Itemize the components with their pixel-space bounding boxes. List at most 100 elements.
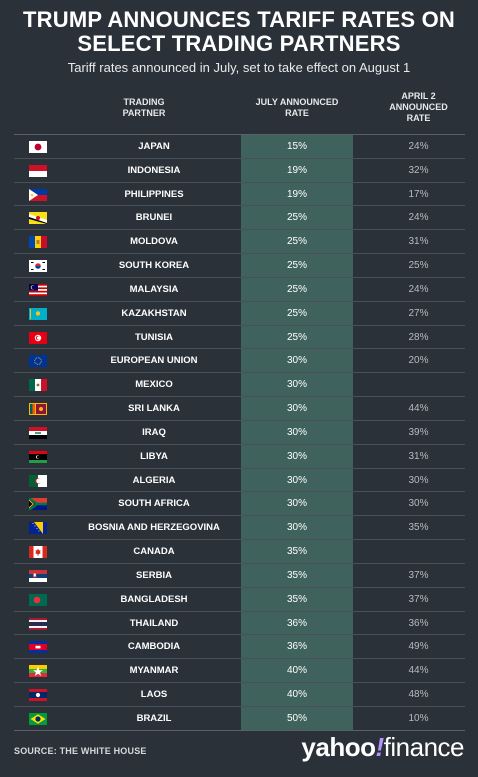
south-africa-flag-icon (29, 498, 47, 511)
chart-subtitle: Tariff rates announced in July, set to t… (67, 60, 411, 75)
country-name: BRAZIL (136, 712, 172, 724)
april-rate: 27% (408, 307, 429, 319)
title-line-2: SELECT TRADING PARTNERS (77, 31, 401, 56)
country-name: JAPAN (138, 141, 170, 152)
july-rate: 25% (286, 331, 307, 343)
cambodia-flag-icon (29, 641, 47, 654)
country-name: MEXICO (135, 379, 173, 391)
july-rate: 40% (286, 689, 307, 701)
april-rate: 28% (408, 331, 429, 343)
july-rate: 35% (286, 593, 307, 605)
july-rate: 30% (286, 426, 307, 438)
country-name: ALGERIA (132, 474, 176, 486)
april-rate: 24% (408, 141, 429, 152)
july-rate: 50% (286, 712, 307, 724)
south-korea-flag-icon (29, 260, 47, 273)
chart-title: TRUMP ANNOUNCES TARIFF RATES ON SELECT T… (0, 8, 478, 56)
algeria-flag-icon (29, 474, 47, 487)
header-trading-partner: TRADING PARTNER (84, 97, 204, 119)
july-rate: 19% (286, 164, 307, 176)
bangladesh-flag-icon (29, 593, 47, 606)
april-rate: 17% (408, 188, 429, 200)
country-name: BANGLADESH (120, 593, 188, 605)
table-row: CAMBODIA 36% 49% (14, 634, 465, 658)
source-note: SOURCE: THE WHITE HOUSE (14, 746, 147, 756)
philippines-flag-icon (29, 188, 47, 201)
serbia-flag-icon (29, 569, 47, 582)
header-july-rate: JULY ANNOUNCED RATE (241, 97, 353, 119)
july-rate: 30% (286, 355, 307, 367)
sri-lanka-flag-icon (29, 403, 47, 416)
header-april-line-3: RATE (406, 113, 431, 123)
april-rate: 31% (408, 450, 429, 462)
table-row: SOUTH KOREA 25% 25% (14, 253, 465, 277)
july-rate: 30% (286, 379, 307, 391)
table-row: THAILAND 36% 36% (14, 610, 465, 635)
july-rate: 19% (286, 188, 307, 200)
country-name: LIBYA (140, 450, 168, 462)
table-row: SOUTH AFRICA 30% 30% (14, 491, 465, 515)
malaysia-flag-icon (29, 283, 47, 296)
laos-flag-icon (29, 689, 47, 702)
country-name: MYANMAR (129, 665, 179, 677)
july-rate: 30% (286, 522, 307, 534)
country-name: INDONESIA (127, 164, 181, 176)
table-row: BRAZIL 50% 10% (14, 705, 465, 730)
april-rate: 30% (408, 474, 429, 486)
april-rate: 30% (408, 498, 429, 510)
april-rate: 20% (408, 355, 429, 367)
table-row: IRAQ 30% 39% (14, 419, 465, 444)
july-rate: 35% (286, 546, 307, 558)
country-name: TUNISIA (135, 331, 173, 343)
mexico-flag-icon (29, 379, 47, 392)
table-row: SRI LANKA 30% 44% (14, 396, 465, 420)
myanmar-flag-icon (29, 665, 47, 678)
april-rate: 39% (408, 426, 429, 438)
header-partner-line-2: PARTNER (122, 108, 166, 118)
table-row: KAZAKHSTAN 25% 27% (14, 300, 465, 325)
yahoo-finance-logo: yahoo!finance (301, 732, 464, 763)
country-name: SOUTH AFRICA (118, 498, 190, 510)
april-rate: 24% (408, 283, 429, 295)
table-row: MYANMAR 40% 44% (14, 658, 465, 682)
logo-yahoo: yahoo (301, 732, 376, 762)
table-row: BOSNIA AND HERZEGOVINA 30% 35% (14, 515, 465, 539)
july-rate: 25% (286, 283, 307, 295)
table-row: BANGLADESH 35% 37% (14, 586, 465, 611)
april-rate: 44% (408, 403, 429, 415)
libya-flag-icon (29, 450, 47, 463)
header-partner-line-1: TRADING (123, 97, 165, 107)
country-name: BOSNIA AND HERZEGOVINA (88, 522, 220, 534)
tariff-table: JAPAN 15% 24% INDONESIA 19% 32% PHILIPPINES 19%… (14, 134, 465, 730)
july-column-highlight (241, 134, 353, 730)
table-row: CANADA 35% (14, 539, 465, 563)
country-name: THAILAND (129, 617, 179, 629)
country-name: SERBIA (136, 569, 172, 581)
table-row: TUNISIA 25% 28% (14, 324, 465, 349)
april-rate: 32% (408, 164, 429, 176)
country-name: LAOS (140, 689, 168, 701)
kazakhstan-flag-icon (29, 307, 47, 320)
country-name: IRAQ (142, 426, 166, 438)
header-july-line-1: JULY ANNOUNCED (255, 97, 339, 107)
bosnia-flag-icon (29, 522, 47, 535)
country-name: SRI LANKA (128, 403, 180, 415)
iraq-flag-icon (29, 426, 47, 439)
table-row: INDONESIA 19% 32% (14, 157, 465, 182)
april-rate: 44% (408, 665, 429, 677)
country-name: SOUTH KOREA (118, 260, 190, 272)
july-rate: 30% (286, 474, 307, 486)
table-row: PHILIPPINES 19% 17% (14, 181, 465, 206)
table-bottom-divider (14, 730, 465, 731)
july-rate: 25% (286, 212, 307, 224)
logo-exclamation: ! (375, 732, 384, 762)
country-name: BRUNEI (135, 212, 173, 224)
table-row: MOLDOVA 25% 31% (14, 229, 465, 253)
brazil-flag-icon (29, 712, 47, 725)
country-name: CAMBODIA (127, 641, 181, 653)
april-rate: 25% (408, 260, 429, 272)
header-april-line-1: APRIL 2 (401, 91, 436, 101)
canada-flag-icon (29, 546, 47, 559)
table-row: LIBYA 30% 31% (14, 443, 465, 468)
moldova-flag-icon (29, 236, 47, 249)
